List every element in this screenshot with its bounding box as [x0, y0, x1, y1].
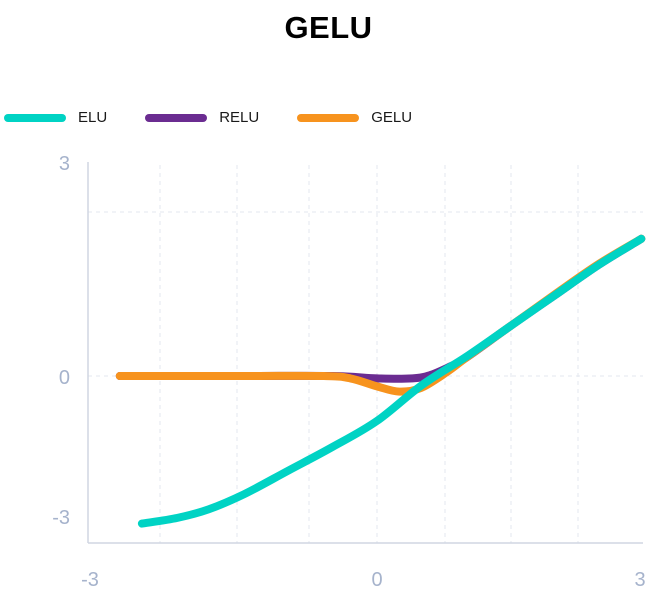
legend-label-elu: ELU — [78, 109, 108, 126]
legend-label-gelu: GELU — [371, 109, 413, 126]
x-tick-label: 3 — [634, 569, 645, 591]
series-line-elu — [137, 234, 646, 528]
grid — [88, 165, 643, 543]
legend-item-elu[interactable]: ELU — [4, 109, 107, 126]
x-tick-label: 0 — [371, 569, 382, 591]
y-tick-label: 3 — [59, 153, 70, 175]
legend-item-gelu[interactable]: GELU — [297, 109, 412, 126]
legend-label-relu: RELU — [219, 109, 260, 126]
series-line-gelu — [115, 234, 646, 396]
legend-swatch-relu — [145, 113, 208, 122]
x-tick-label: -3 — [81, 569, 99, 591]
series-line-relu — [115, 234, 646, 383]
legend: ELU RELU GELU — [4, 109, 450, 126]
legend-swatch-elu — [4, 113, 66, 122]
y-tick-label: 0 — [59, 367, 70, 389]
legend-swatch-gelu — [297, 113, 360, 122]
y-tick-label: -3 — [52, 507, 70, 529]
chart-title: GELU — [284, 10, 373, 45]
legend-item-relu[interactable]: RELU — [145, 109, 259, 126]
series-layer — [115, 234, 646, 528]
